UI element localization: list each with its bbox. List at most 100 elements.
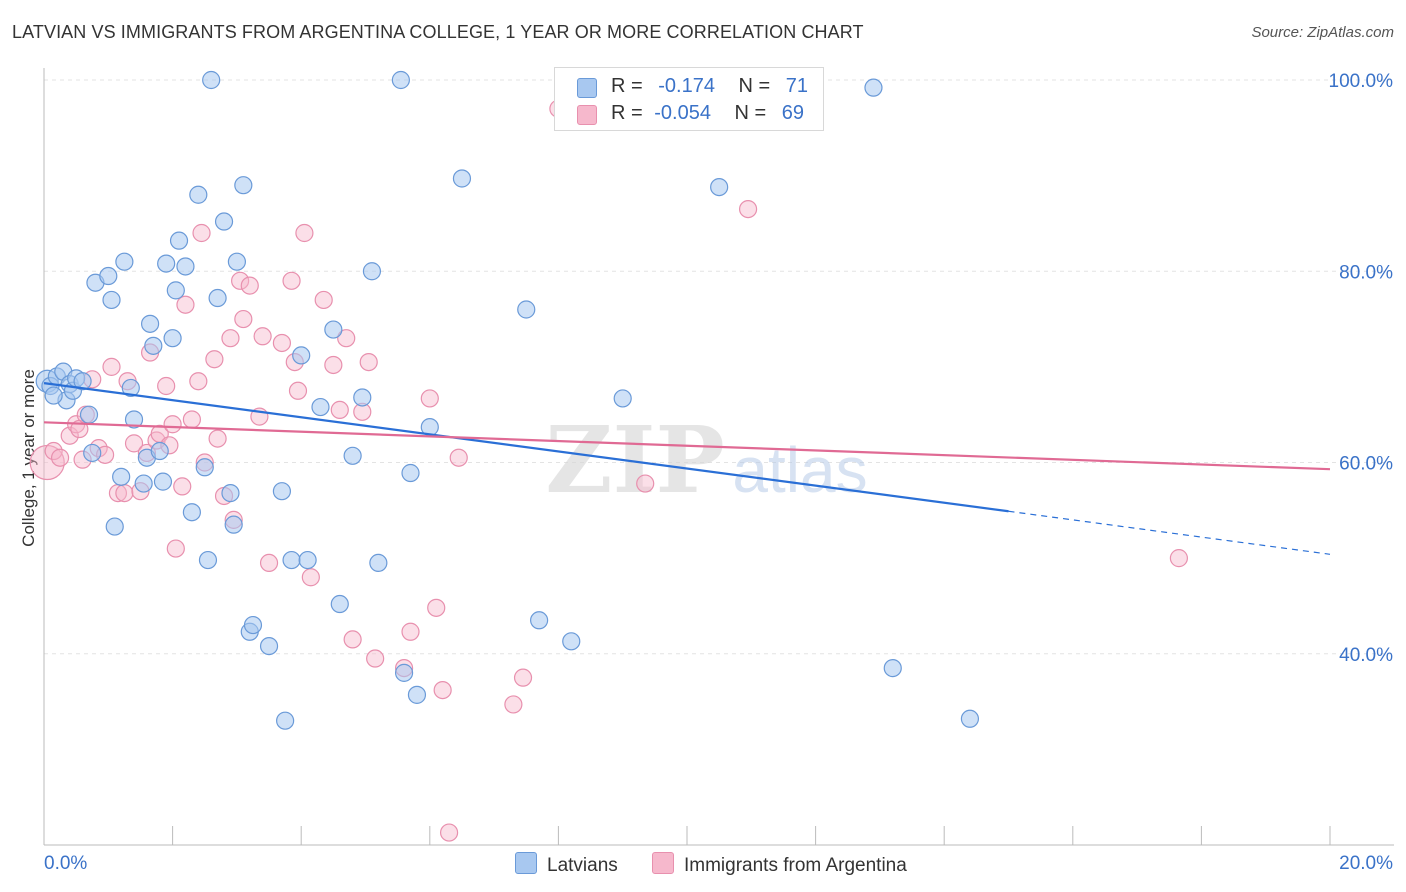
point-latvians: [157, 254, 176, 273]
point-argentina: [301, 568, 320, 587]
point-argentina: [50, 448, 70, 467]
chart-title: LATVIAN VS IMMIGRANTS FROM ARGENTINA COL…: [12, 22, 864, 42]
point-argentina: [166, 539, 185, 558]
tick-labels: 40.0% 60.0% 80.0% 100.0% 0.0% 20.0%: [44, 71, 1393, 874]
point-argentina: [295, 223, 314, 243]
point-latvians: [401, 463, 420, 483]
point-argentina: [343, 630, 362, 649]
point-latvians: [343, 446, 362, 465]
point-latvians: [353, 388, 372, 407]
point-argentina: [124, 434, 144, 453]
point-latvians: [102, 290, 121, 310]
point-latvians: [613, 389, 632, 408]
legend-text-argentina: R = -0.054 N = 69: [611, 102, 804, 125]
point-argentina: [330, 400, 349, 420]
point-latvians: [153, 472, 173, 491]
legend-n-label-argentina: N =: [734, 102, 767, 124]
source-label: Source: ZipAtlas.com: [1251, 24, 1394, 41]
point-latvians: [282, 550, 301, 570]
point-argentina: [231, 271, 250, 290]
point-argentina: [449, 448, 468, 467]
point-argentina: [288, 381, 308, 400]
point-argentina: [359, 352, 378, 372]
point-latvians: [73, 372, 92, 391]
point-latvians: [169, 231, 189, 250]
trend-line-latvians: [43, 382, 1009, 513]
point-latvians: [214, 212, 234, 231]
point-latvians: [176, 257, 195, 276]
bottom-legend-swatch-argentina: [652, 852, 674, 874]
point-latvians: [394, 663, 414, 682]
legend-n-label-latvians: N =: [738, 75, 771, 97]
point-latvians: [391, 70, 410, 90]
point-argentina: [182, 410, 201, 429]
point-latvians: [208, 288, 227, 308]
point-latvians: [144, 336, 163, 355]
point-latvians: [150, 441, 169, 461]
point-latvians: [99, 266, 118, 286]
point-latvians: [562, 632, 581, 651]
point-argentina: [439, 823, 459, 842]
legend-n-value-argentina: 69: [781, 102, 805, 124]
legend-r-label-argentina: R =: [611, 102, 643, 124]
point-latvians: [224, 515, 243, 534]
point-argentina: [44, 441, 63, 461]
y-tick-label: 60.0%: [1339, 454, 1393, 475]
point-argentina: [240, 276, 259, 295]
point-latvians: [83, 443, 102, 463]
point-latvians: [163, 329, 182, 348]
point-latvians: [195, 458, 214, 477]
point-latvians: [166, 281, 185, 300]
point-latvians: [44, 386, 63, 405]
bottom-legend-label-latvians: Latvians: [547, 855, 618, 876]
point-latvians: [198, 550, 218, 570]
point-latvians: [530, 611, 549, 630]
point-latvians: [369, 553, 388, 573]
point-argentina: [272, 333, 292, 353]
point-argentina: [1169, 549, 1188, 568]
point-argentina: [504, 695, 523, 714]
point-latvians: [452, 169, 472, 188]
y-tick-label: 40.0%: [1339, 645, 1393, 666]
point-latvians: [134, 474, 153, 493]
point-latvians: [864, 78, 883, 97]
point-argentina: [738, 199, 758, 219]
point-argentina: [173, 477, 192, 496]
point-argentina: [324, 355, 343, 375]
legend-n-value-latvians: 71: [785, 75, 809, 97]
bottom-legend-latvians: Latvians: [515, 852, 618, 877]
watermark: ZIP atlas: [545, 406, 867, 514]
axes: [43, 68, 1394, 846]
y-tick-label: 80.0%: [1339, 262, 1393, 283]
point-latvians: [243, 615, 263, 635]
point-argentina: [176, 295, 195, 314]
point-latvians: [960, 709, 980, 728]
point-argentina: [314, 290, 333, 310]
point-latvians: [292, 346, 311, 365]
point-argentina: [513, 668, 533, 687]
legend-r-label-latvians: R =: [611, 75, 643, 97]
point-latvians: [234, 176, 253, 195]
x-tick-label-max: 20.0%: [1339, 853, 1393, 874]
bottom-legend-swatch-latvians: [515, 852, 537, 874]
point-latvians: [883, 658, 902, 678]
point-latvians: [115, 252, 134, 271]
point-argentina: [208, 429, 227, 448]
legend-r-value-argentina: -0.054: [654, 102, 711, 124]
legend-text-latvians: R = -0.174 N = 71: [611, 75, 808, 98]
point-latvians: [105, 517, 124, 536]
point-argentina: [366, 649, 385, 668]
point-argentina: [401, 622, 420, 641]
point-latvians: [259, 636, 279, 656]
watermark-atlas: atlas: [732, 434, 867, 506]
legend: R = -0.174 N = 71 R = -0.054 N = 69: [554, 67, 824, 131]
legend-r-value-latvians: -0.174: [658, 75, 715, 97]
point-latvians: [710, 178, 729, 197]
point-argentina: [60, 426, 79, 445]
point-latvians: [112, 467, 131, 486]
point-argentina: [205, 350, 224, 369]
point-argentina: [253, 327, 272, 346]
point-argentina: [259, 553, 279, 573]
point-latvians: [182, 503, 201, 522]
